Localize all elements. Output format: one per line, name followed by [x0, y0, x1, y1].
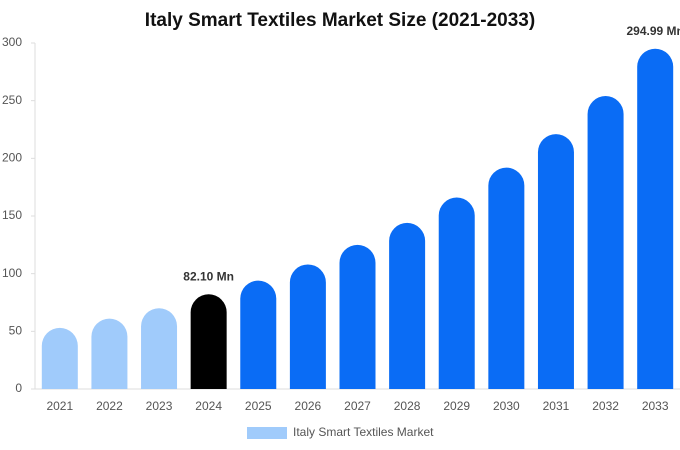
bar: [488, 167, 525, 389]
bar: [91, 318, 128, 389]
bar: [141, 308, 178, 389]
chart-title: Italy Smart Textiles Market Size (2021-2…: [145, 10, 535, 31]
x-tick-label: 2032: [592, 399, 619, 413]
x-tick-label: 2027: [344, 399, 371, 413]
y-tick-label: 250: [2, 93, 22, 107]
x-tick-label: 2021: [46, 399, 73, 413]
bar: [240, 280, 277, 389]
x-tick-label: 2023: [146, 399, 173, 413]
y-tick-label: 300: [2, 35, 22, 49]
bar: [438, 197, 475, 389]
y-tick-label: 0: [15, 381, 22, 395]
x-tick-label: 2025: [245, 399, 272, 413]
y-tick-label: 200: [2, 151, 22, 165]
x-tick-label: 2028: [394, 399, 421, 413]
bar: [289, 264, 326, 389]
bar: [339, 244, 376, 389]
x-tick-label: 2029: [443, 399, 470, 413]
legend-swatch: [247, 427, 287, 439]
data-label: 82.10 Mn: [183, 269, 234, 283]
legend-label: Italy Smart Textiles Market: [293, 425, 434, 439]
x-tick-label: 2033: [642, 399, 669, 413]
y-tick-label: 50: [9, 324, 23, 338]
x-tick-label: 2022: [96, 399, 123, 413]
data-label: 294.99 Mn: [627, 24, 680, 38]
x-tick-label: 2026: [295, 399, 322, 413]
y-tick-label: 150: [2, 208, 22, 222]
bar: [537, 134, 574, 389]
bar: [190, 294, 227, 389]
bar: [389, 222, 426, 389]
x-tick-label: 2030: [493, 399, 520, 413]
bar: [41, 327, 78, 389]
y-tick-label: 100: [2, 266, 22, 280]
bar: [637, 48, 674, 389]
bar: [587, 96, 624, 389]
x-tick-label: 2024: [195, 399, 222, 413]
x-tick-label: 2031: [543, 399, 570, 413]
